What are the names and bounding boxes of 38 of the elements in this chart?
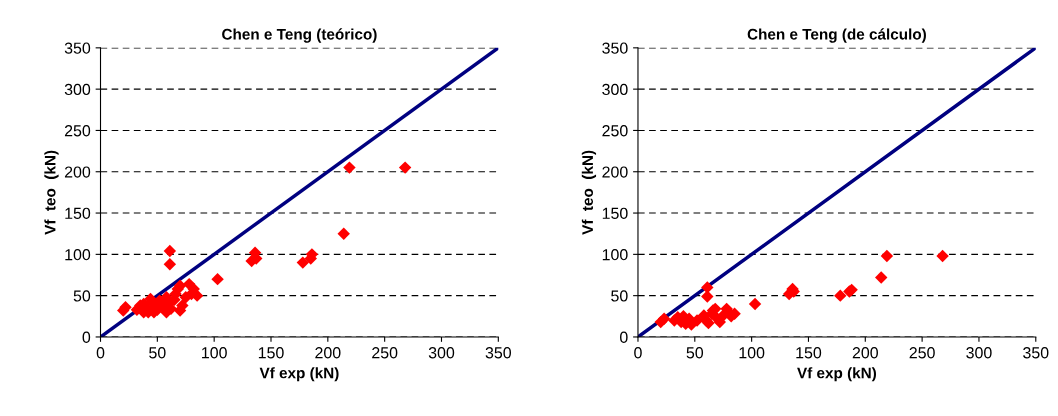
- y-tick-label: 300: [64, 83, 91, 96]
- x-tick-label: 300: [966, 347, 992, 359]
- y-tick-label: 100: [65, 248, 91, 261]
- y-tick-label: 100: [602, 248, 628, 261]
- y-tick-label: 50: [73, 290, 91, 302]
- y-tick-label: 50: [611, 290, 628, 302]
- y-tick-label: 200: [64, 166, 91, 178]
- x-tick-label: 200: [315, 347, 341, 359]
- y-tick-label: 0: [619, 331, 628, 343]
- chart-title: Chen e Teng (de cálculo): [747, 28, 926, 43]
- y-tick-label: 0: [82, 331, 91, 343]
- y-axis-title: Vf teo (kN): [44, 150, 59, 235]
- y-tick-label: 250: [64, 125, 91, 137]
- x-tick-label: 100: [202, 347, 227, 359]
- y-tick-label: 300: [602, 83, 628, 96]
- x-tick-label: 200: [852, 347, 878, 359]
- x-tick-label: 300: [428, 347, 455, 359]
- x-tick-label: 0: [634, 347, 642, 359]
- x-tick-label: 350: [485, 347, 512, 359]
- y-tick-label: 150: [65, 207, 91, 219]
- y-tick-label: 200: [602, 166, 628, 178]
- x-tick-label: 50: [149, 347, 166, 359]
- x-tick-label: 50: [686, 347, 704, 359]
- y-tick-label: 250: [602, 125, 628, 137]
- x-tick-label: 150: [258, 347, 284, 359]
- y-tick-label: 350: [64, 42, 91, 54]
- y-tick-label: 150: [602, 207, 628, 219]
- x-axis-title: Vf exp (kN): [797, 367, 877, 382]
- x-tick-label: 250: [909, 347, 935, 359]
- y-tick-label: 350: [602, 42, 628, 54]
- x-tick-label: 350: [1023, 347, 1049, 359]
- x-tick-label: 150: [796, 347, 822, 359]
- x-tick-label: 250: [372, 347, 398, 359]
- x-tick-label: 100: [739, 347, 765, 359]
- y-axis-title: Vf teo (kN): [581, 150, 597, 235]
- x-tick-label: 0: [96, 347, 105, 359]
- chart-title: Chen e Teng (teórico): [222, 28, 377, 43]
- x-axis-title: Vf exp (kN): [259, 367, 339, 382]
